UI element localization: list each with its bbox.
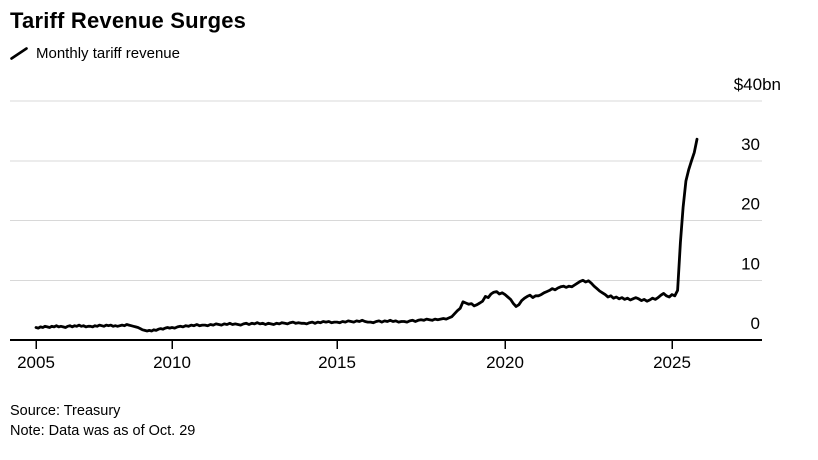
- y-axis-label: 30: [741, 135, 760, 154]
- legend: Monthly tariff revenue: [10, 45, 180, 62]
- y-axis-label: 0: [751, 314, 760, 333]
- x-axis-label: 2020: [486, 353, 524, 372]
- x-axis-label: 2015: [318, 353, 356, 372]
- legend-label: Monthly tariff revenue: [36, 45, 180, 62]
- line-chart: 0 10 20 30 $40bn 2005 2010 2015 2020 2025: [10, 75, 781, 372]
- chart-title: Tariff Revenue Surges: [10, 8, 247, 33]
- x-axis-label: 2005: [17, 353, 55, 372]
- line-series-marker-icon: [10, 47, 28, 60]
- x-axis-label: 2010: [153, 353, 191, 372]
- data-note: Note: Data was as of Oct. 29: [10, 423, 196, 439]
- y-axis-label: 10: [741, 254, 760, 273]
- x-axis-label: 2025: [653, 353, 691, 372]
- chart-footer: Source: Treasury Note: Data was as of Oc…: [10, 401, 195, 441]
- y-axis-label: 20: [741, 195, 760, 214]
- revenue-line-series: [34, 137, 699, 333]
- source-note: Source: Treasury: [10, 403, 121, 419]
- y-axis-label: $40bn: [734, 75, 781, 94]
